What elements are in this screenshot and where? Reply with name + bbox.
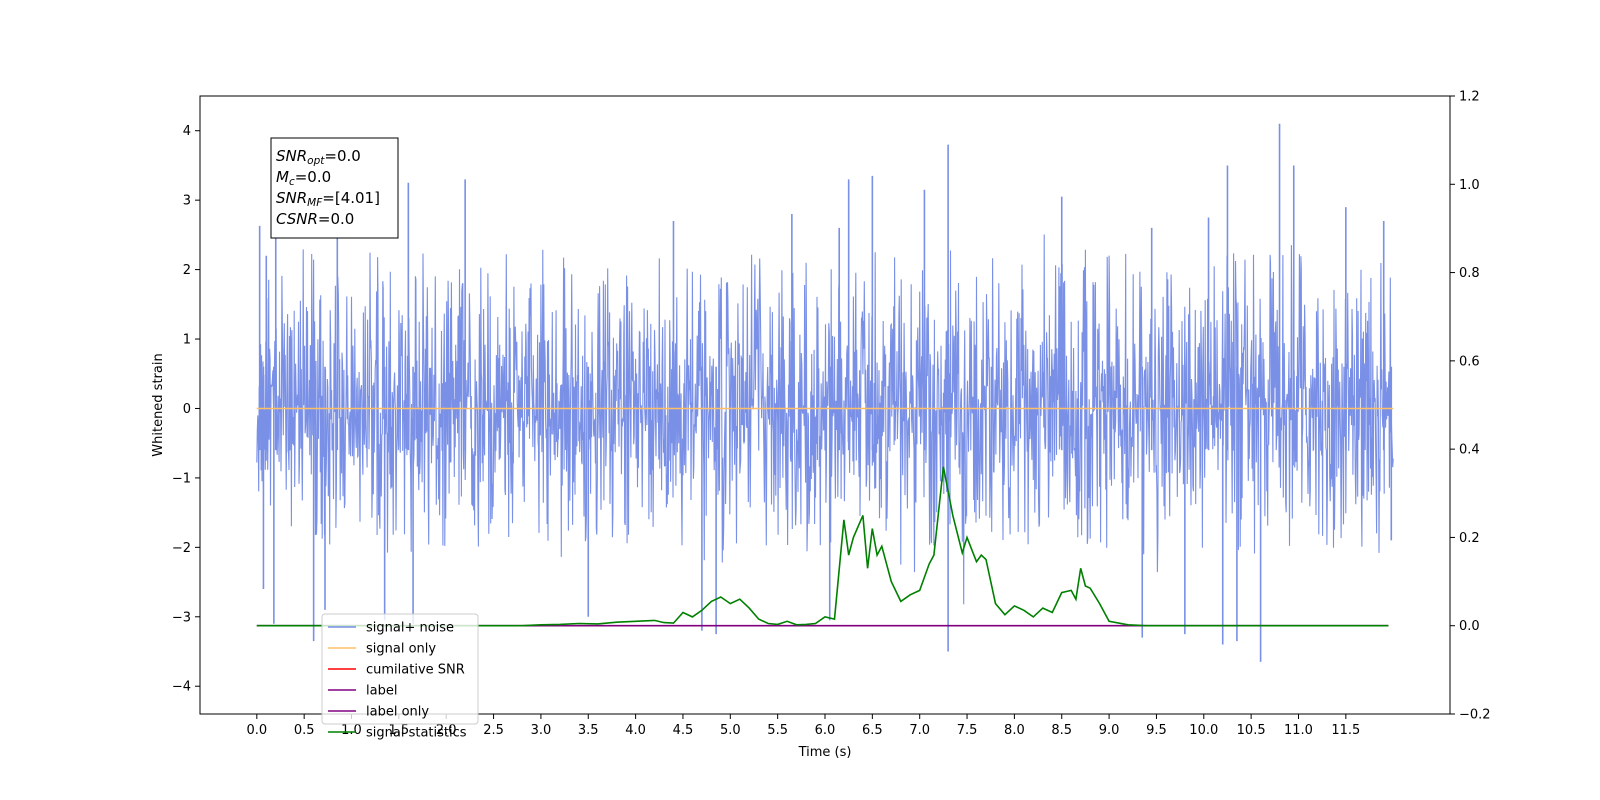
x-tick-label: 1.5 — [389, 723, 410, 738]
x-tick-label: 9.0 — [1099, 723, 1120, 738]
y2-tick-label: 0.8 — [1459, 266, 1480, 281]
legend-label: cumilative SNR — [366, 663, 465, 678]
info-line-subscript: MF — [307, 197, 323, 209]
info-line: Mc=0.0 — [276, 168, 331, 188]
legend-label: label only — [366, 705, 429, 720]
y-axis-right: −0.2 0.0 0.2 0.4 0.6 0.8 1.0 1.2 — [1450, 90, 1491, 723]
info-line: CSNR=0.0 — [276, 210, 354, 228]
legend-label: signal only — [366, 642, 436, 657]
y-tick-label: −1 — [172, 471, 191, 486]
x-tick-label: 6.5 — [862, 723, 883, 738]
x-tick-label: 3.5 — [578, 723, 599, 738]
x-tick-label: 8.0 — [1004, 723, 1025, 738]
legend: signal+ noise signal only cumilative SNR la… — [321, 613, 479, 741]
info-line-name: SNR — [276, 189, 307, 207]
x-tick-label: 3.0 — [531, 723, 552, 738]
y-tick-label: 1 — [183, 333, 191, 348]
x-tick-label: 7.0 — [909, 723, 930, 738]
y-tick-label: −2 — [172, 541, 191, 556]
legend-label: signal statistics — [366, 726, 467, 741]
x-tick-label: 5.0 — [720, 723, 741, 738]
info-line-value: =[4.01] — [322, 189, 380, 207]
info-box-frame — [270, 137, 399, 239]
y-axis-label: Whitened strain — [151, 353, 166, 456]
y-tick-label: 4 — [183, 124, 191, 139]
x-tick-label: 11.5 — [1331, 723, 1360, 738]
x-tick-label: 11.0 — [1284, 723, 1313, 738]
y2-tick-label: 0.0 — [1459, 619, 1480, 634]
y-tick-label: 0 — [183, 402, 191, 417]
y2-tick-label: 1.2 — [1459, 90, 1480, 105]
x-tick-label: 9.5 — [1146, 723, 1167, 738]
series-signal-statistics — [256, 466, 1389, 627]
info-line-subscript: c — [289, 176, 295, 188]
x-tick-label: 2.0 — [436, 723, 457, 738]
x-tick-label: 4.5 — [673, 723, 694, 738]
legend-label: label — [366, 684, 397, 699]
x-tick-label: 10.0 — [1189, 723, 1218, 738]
info-line-subscript: opt — [307, 155, 325, 167]
y2-tick-label: 0.2 — [1459, 531, 1480, 546]
x-tick-label: 4.0 — [625, 723, 646, 738]
legend-label: signal+ noise — [366, 621, 454, 636]
x-tick-label: 0.5 — [294, 723, 315, 738]
plot-area — [256, 123, 1394, 662]
info-line: SNRMF=[4.01] — [276, 189, 380, 209]
y2-tick-label: −0.2 — [1459, 708, 1491, 723]
info-line-name: SNR — [276, 147, 307, 165]
y2-tick-label: 1.0 — [1459, 178, 1480, 193]
info-line: SNRopt=0.0 — [276, 147, 361, 167]
x-tick-label: 10.5 — [1237, 723, 1266, 738]
info-line-name: CSNR — [276, 210, 318, 228]
series-signal-plus-noise — [256, 234, 1394, 605]
y-tick-label: −3 — [172, 610, 191, 625]
info-line-value: =0.0 — [295, 168, 331, 186]
x-tick-label: 1.0 — [341, 723, 362, 738]
y-tick-label: 2 — [183, 263, 191, 278]
x-tick-label: 6.0 — [815, 723, 836, 738]
noise-layer — [256, 123, 1394, 662]
y-tick-label: −4 — [172, 680, 191, 695]
x-tick-label: 8.5 — [1051, 723, 1072, 738]
y-tick-label: 3 — [183, 194, 191, 209]
info-line-value: =0.0 — [324, 147, 360, 165]
x-tick-label: 7.5 — [957, 723, 978, 738]
y2-tick-label: 0.4 — [1459, 443, 1480, 458]
y-axis-left: −4 −3 −2 −1 0 1 2 3 4 — [172, 124, 200, 695]
info-line-name: M — [276, 168, 289, 186]
x-axis: 0.0 0.5 1.0 1.5 2.0 2.5 3.0 3.5 4.0 4.5 5.0 5.5 6.0 6… — [246, 714, 1360, 738]
x-tick-label: 5.5 — [767, 723, 788, 738]
x-tick-label: 2.5 — [483, 723, 504, 738]
x-axis-label: Time (s) — [798, 745, 852, 760]
y2-tick-label: 0.6 — [1459, 354, 1480, 369]
info-line-value: =0.0 — [318, 210, 354, 228]
legend-frame — [321, 613, 479, 725]
x-tick-label: 0.0 — [246, 723, 267, 738]
